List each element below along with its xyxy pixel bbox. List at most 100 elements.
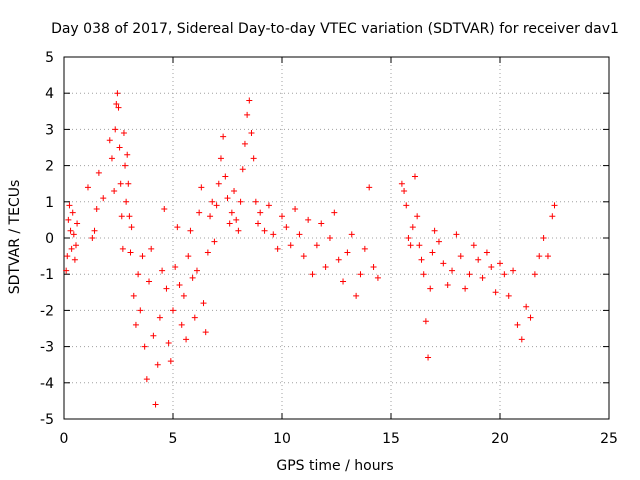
y-tick-label: 5 [45,50,54,66]
data-point [453,231,460,238]
data-point [403,202,410,209]
x-tick-label: 15 [382,431,400,447]
data-point [429,249,436,256]
x-tick-label: 0 [60,431,69,447]
data-point [132,321,139,328]
y-tick-label: -1 [40,267,54,283]
data-point [357,271,364,278]
data-point [63,267,70,274]
data-point [170,307,176,314]
data-point [510,267,517,274]
data-point [261,227,268,234]
data-point [427,285,434,292]
data-point [209,198,216,205]
data-point [422,318,429,325]
data-point [119,245,126,252]
data-point [414,213,421,220]
data-point [95,169,102,176]
y-tick-label: 4 [45,86,54,102]
data-point [241,140,248,147]
data-point [309,271,316,278]
data-point [318,220,325,227]
data-point [72,242,79,249]
data-point [69,209,76,216]
data-point [113,101,120,108]
y-axis-label: SDTVAR / TECUs [7,180,23,295]
data-point [248,130,255,137]
data-point [128,224,135,231]
x-tick-label: 5 [169,431,178,447]
data-point [66,202,73,209]
data-point [89,235,96,241]
data-point [449,267,456,274]
data-point [174,224,181,231]
y-tick-label: -5 [40,412,54,428]
data-point [501,271,508,278]
data-point [483,249,490,256]
data-point [296,231,303,238]
data-points [63,90,558,408]
data-point [117,180,124,187]
data-point [361,245,368,252]
data-point [305,216,312,223]
data-point [211,238,218,245]
data-point [405,235,412,241]
data-point [137,307,144,314]
data-point [348,231,355,238]
data-point [470,242,477,249]
data-point [518,336,525,343]
data-point [270,231,277,238]
data-point [125,180,132,187]
chart-title: Day 038 of 2017, Sidereal Day-to-day VTE… [51,21,619,37]
data-point [67,227,74,234]
data-point [202,329,209,336]
data-point [148,245,155,252]
data-point [257,209,264,216]
data-point [111,187,118,194]
data-point [331,209,338,216]
data-point [246,97,253,104]
data-point [420,271,427,278]
data-point [322,263,329,270]
data-point [401,187,408,194]
y-tick-label: -4 [40,376,54,392]
x-axis-label: GPS time / hours [276,458,393,474]
data-point [204,249,211,256]
data-point [340,278,347,285]
data-point [300,253,307,260]
data-point [544,253,551,260]
data-point [244,111,251,118]
data-point [180,292,187,299]
y-tick-label: -2 [40,303,54,319]
data-point [156,314,163,321]
data-point [124,151,131,158]
data-point [108,155,115,162]
y-tick-label: 1 [45,195,54,211]
data-point [161,206,168,213]
data-point [224,195,231,202]
data-point [398,180,405,187]
y-tick-label: 2 [45,159,54,175]
data-point [183,336,190,343]
data-point [440,260,447,267]
data-point [65,216,72,223]
data-point [492,289,499,296]
data-point [106,137,113,144]
data-point [466,271,473,278]
data-point [198,184,205,191]
data-point [407,242,414,249]
data-point [112,126,119,133]
data-point [139,253,146,260]
data-point [523,303,530,310]
data-point [150,332,157,339]
data-point [279,213,285,220]
data-point [435,238,442,245]
axis-ticks: 0 5 10 15 20 25 -5 -4 -3 -2 -1 0 1 2 3 4 5 [40,50,618,447]
data-point [265,202,272,209]
data-point [178,321,185,328]
data-point [475,256,482,263]
data-point [374,274,381,281]
data-point [228,209,235,216]
y-tick-label: 0 [45,231,54,247]
data-point [215,180,222,187]
